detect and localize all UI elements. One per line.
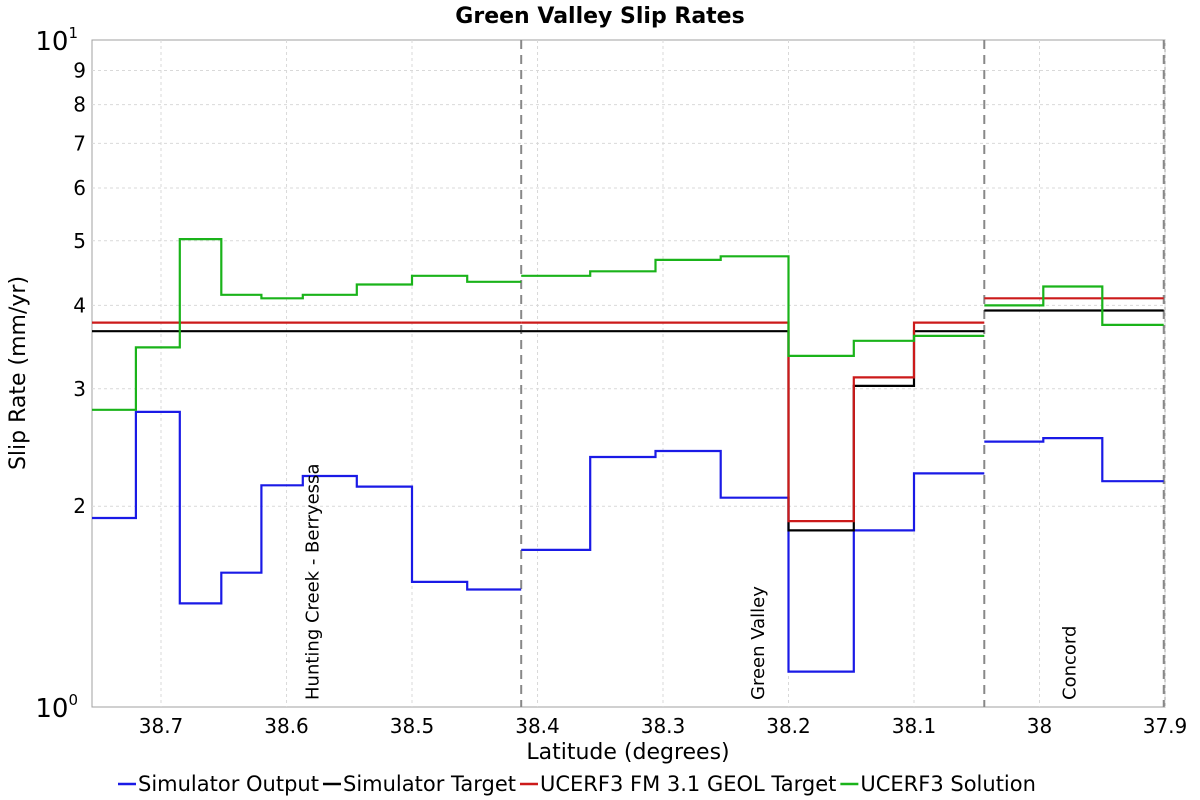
y-major-tick-label: 100 xyxy=(35,691,78,724)
y-tick-label: 7 xyxy=(73,131,86,155)
section-label: Concord xyxy=(1059,626,1080,700)
y-tick-label: 4 xyxy=(73,293,86,317)
y-tick-label: 9 xyxy=(73,59,86,83)
section-labels: Hunting Creek - Berryessa Green Valley Con… xyxy=(303,464,1081,700)
section-boundaries xyxy=(520,40,1165,707)
section-label: Hunting Creek - Berryessa xyxy=(303,464,324,700)
series-line-ucerf3-solution xyxy=(521,255,985,357)
y-tick-label: 2 xyxy=(73,494,86,518)
legend-item-ucerf3-fm-3-1-geol-target: UCERF3 FM 3.1 GEOL Target xyxy=(519,772,836,796)
series-line-simulator-output xyxy=(984,437,1164,483)
y-tick-label: 8 xyxy=(73,93,86,117)
x-axis-label: Latitude (degrees) xyxy=(526,740,729,765)
legend-label: UCERF3 FM 3.1 GEOL Target xyxy=(540,772,836,796)
series-lines xyxy=(92,238,1164,673)
x-tick-label: 38.2 xyxy=(766,714,811,738)
y-tick-label: 6 xyxy=(73,176,86,200)
series-line-ucerf3-solution xyxy=(92,238,522,411)
x-tick-label: 37.9 xyxy=(1143,714,1188,738)
x-tick-label: 38.1 xyxy=(892,714,937,738)
chart-title: Green Valley Slip Rates xyxy=(455,4,744,29)
legend-item-ucerf3-solution: UCERF3 Solution xyxy=(840,772,1036,796)
legend-label: UCERF3 Solution xyxy=(860,772,1036,796)
grid xyxy=(92,40,1166,707)
section-label: Green Valley xyxy=(748,586,769,700)
legend-label: Simulator Output xyxy=(138,772,319,796)
x-tick-label: 38.4 xyxy=(515,714,560,738)
y-tick-label: 3 xyxy=(73,377,86,401)
legend-item-simulator-output: Simulator Output xyxy=(118,772,319,796)
series-line-simulator-output xyxy=(521,449,985,673)
x-tick-label: 38.7 xyxy=(139,714,184,738)
plot-area xyxy=(91,39,1166,708)
y-tick-label: 5 xyxy=(73,229,86,253)
x-tick-label: 38.5 xyxy=(390,714,435,738)
series-line-ucerf3-solution xyxy=(984,285,1164,326)
y-axis-ticks: 2 3 4 5 6 7 8 9 100 101 xyxy=(35,24,86,724)
x-axis-ticks: 38.7 38.6 38.5 38.4 38.3 38.2 38.1 38 37.9 xyxy=(139,714,1188,738)
y-major-tick-label: 101 xyxy=(35,24,78,57)
x-tick-label: 38 xyxy=(1027,714,1052,738)
legend-label: Simulator Target xyxy=(343,772,516,796)
x-tick-label: 38.3 xyxy=(641,714,686,738)
x-tick-label: 38.6 xyxy=(264,714,309,738)
y-axis-label: Slip Rate (mm/yr) xyxy=(6,276,31,470)
series-line-simulator-output xyxy=(92,410,522,605)
legend: Simulator Output Simulator Target UCERF3 F… xyxy=(118,772,1036,796)
legend-item-simulator-target: Simulator Target xyxy=(322,772,516,796)
plot-frame xyxy=(91,39,1166,708)
